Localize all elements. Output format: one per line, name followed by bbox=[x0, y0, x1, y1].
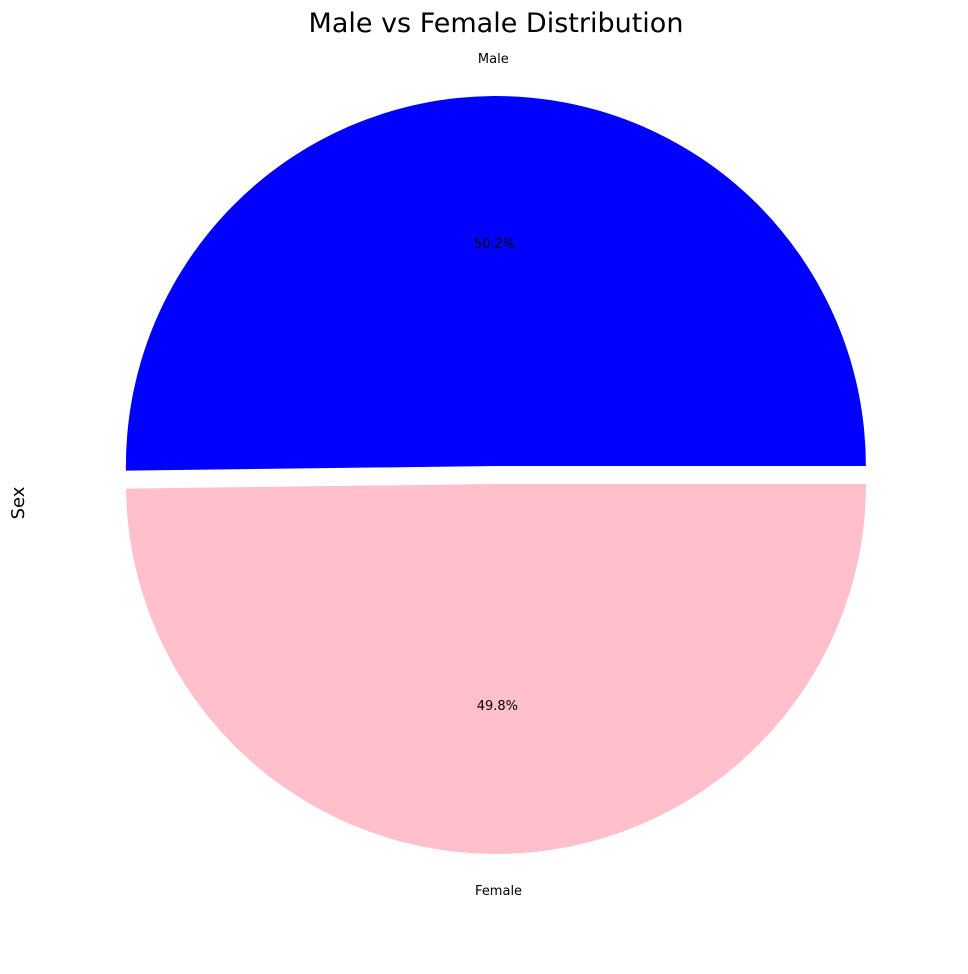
pie-slices bbox=[125, 96, 866, 855]
slice-label-male: Male bbox=[478, 52, 509, 67]
pct-label-female: 49.8% bbox=[477, 699, 518, 714]
pie-slice-female bbox=[126, 484, 866, 855]
slice-label-female: Female bbox=[475, 884, 522, 899]
pie-slice-male bbox=[125, 96, 866, 471]
pie-labels: Male 50.2% Female 49.8% bbox=[474, 52, 522, 899]
y-axis-label: Sex bbox=[8, 486, 29, 519]
pct-label-male: 50.2% bbox=[474, 237, 515, 252]
chart-title: Male vs Female Distribution bbox=[309, 8, 684, 39]
